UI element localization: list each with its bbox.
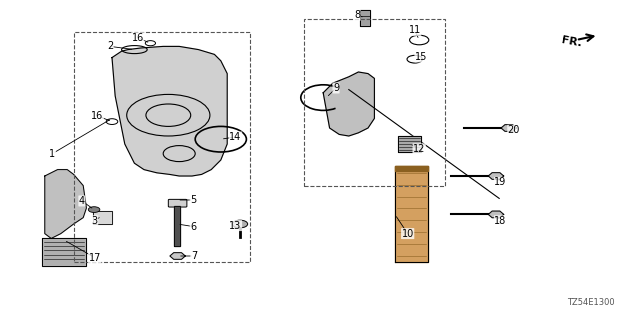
FancyBboxPatch shape <box>168 199 187 207</box>
Text: 1: 1 <box>49 148 56 159</box>
Text: 11: 11 <box>408 25 421 36</box>
Text: 4: 4 <box>79 196 85 206</box>
Text: 16: 16 <box>91 111 104 121</box>
Circle shape <box>232 220 248 228</box>
Polygon shape <box>488 211 504 218</box>
Text: 10: 10 <box>401 228 414 239</box>
Text: 13: 13 <box>229 220 242 231</box>
Polygon shape <box>395 166 428 171</box>
Polygon shape <box>42 238 86 266</box>
Polygon shape <box>488 173 504 179</box>
Polygon shape <box>174 206 180 246</box>
Text: 19: 19 <box>494 177 507 188</box>
Polygon shape <box>398 136 421 152</box>
Text: 6: 6 <box>190 221 196 232</box>
Circle shape <box>88 207 100 212</box>
Bar <box>304 19 445 186</box>
Text: FR.: FR. <box>561 35 582 49</box>
Text: 8: 8 <box>354 10 360 20</box>
Text: 2: 2 <box>107 41 113 52</box>
Bar <box>74 32 250 262</box>
Polygon shape <box>501 125 516 131</box>
Text: 17: 17 <box>88 252 101 263</box>
Text: 3: 3 <box>92 216 98 226</box>
Text: 5: 5 <box>190 195 196 205</box>
Text: 20: 20 <box>508 125 520 135</box>
Text: 7: 7 <box>191 251 197 261</box>
Polygon shape <box>360 10 370 26</box>
Text: 15: 15 <box>415 52 428 62</box>
Text: 12: 12 <box>413 144 426 154</box>
Polygon shape <box>395 166 428 262</box>
Text: TZ54E1300: TZ54E1300 <box>567 298 614 307</box>
Polygon shape <box>323 72 374 136</box>
Text: 9: 9 <box>333 83 339 93</box>
Polygon shape <box>170 253 186 259</box>
Text: 16: 16 <box>131 33 144 43</box>
Text: 14: 14 <box>229 132 242 142</box>
Polygon shape <box>93 211 112 224</box>
Polygon shape <box>112 46 227 176</box>
Polygon shape <box>45 170 86 238</box>
Text: 18: 18 <box>494 216 507 226</box>
